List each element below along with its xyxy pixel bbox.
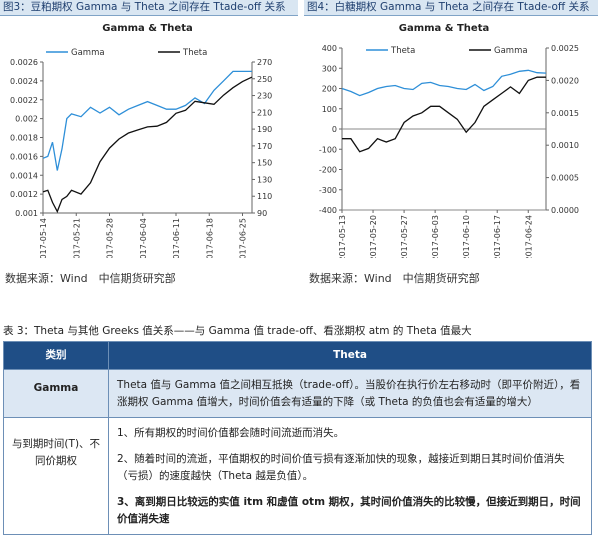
table-3-caption: 表 3：Theta 与其他 Greeks 值关系——与 Gamma 值 trad… bbox=[3, 325, 472, 337]
x-tick-label: 2017-05-21 bbox=[72, 218, 81, 258]
legend-label-theta: Theta bbox=[390, 46, 415, 56]
figure-3-panel: 图3：豆粕期权 Gamma 与 Theta 之间存在 Ttade-off 关系 … bbox=[0, 0, 298, 285]
table-cell-description: 1、所有期权的时间价值都会随时间流逝而消失。 2、随着时间的流逝，平值期权的时间… bbox=[108, 417, 592, 535]
table-header-category: 类别 bbox=[3, 341, 109, 370]
left-tick-label: 200 bbox=[322, 85, 337, 94]
description-paragraph: 3、离到期日比较远的实值 itm 和虚值 otm 期权，其时间价值消失的比较慢，… bbox=[117, 496, 581, 525]
figure-4-source: 数据来源：Wind 中信期货研究部 bbox=[309, 272, 480, 285]
legend-label-gamma: Gamma bbox=[71, 48, 105, 58]
left-tick-label: -100 bbox=[319, 145, 337, 154]
series-line-gamma bbox=[42, 70, 252, 171]
x-tick-label: 2017-05-20 bbox=[369, 215, 378, 258]
chart-soybean-meal-options: Gamma & Theta 0.001 0.0012 0.0014 0.0016 0.00… bbox=[10, 23, 272, 258]
left-tick-label: 100 bbox=[322, 105, 337, 114]
right-tick-label: 230 bbox=[257, 92, 272, 101]
x-tick-label: 2017-06-03 bbox=[431, 215, 440, 258]
chart-sugar-options: Gamma & Theta -400 -300 -200 -100 0 100 200 300 4… bbox=[319, 23, 579, 258]
right-tick-label: 150 bbox=[257, 159, 272, 168]
right-tick-label: 170 bbox=[257, 142, 272, 151]
x-tick-label: 2017-05-27 bbox=[400, 215, 409, 258]
series-line-theta bbox=[42, 76, 253, 214]
x-tick-label: 2017-06-11 bbox=[172, 218, 181, 258]
x-tick-label: 2017-05-14 bbox=[39, 218, 48, 258]
left-tick-label: 400 bbox=[322, 44, 337, 53]
x-tick-label: 2017-06-17 bbox=[493, 215, 502, 258]
right-tick-label: 250 bbox=[257, 75, 272, 84]
figure-3-source: 数据来源：Wind 中信期货研究部 bbox=[5, 272, 176, 285]
x-tick-label: 2017-06-10 bbox=[462, 215, 471, 258]
table-cell-category: Gamma bbox=[3, 369, 109, 418]
left-tick-label: 0.0026 bbox=[10, 58, 38, 67]
left-tick-label: 0.0012 bbox=[10, 190, 38, 199]
x-tick-label: 2017-06-04 bbox=[139, 218, 148, 258]
series-line-gamma bbox=[342, 76, 546, 153]
x-tick-label: 2017-06-24 bbox=[524, 215, 533, 258]
series-line-theta bbox=[341, 69, 547, 97]
left-tick-label: 0.0014 bbox=[10, 171, 38, 180]
left-tick-label: -200 bbox=[319, 166, 337, 175]
right-tick-label: 0.0020 bbox=[551, 76, 579, 85]
figure-3-caption: 图3：豆粕期权 Gamma 与 Theta 之间存在 Ttade-off 关系 bbox=[0, 0, 298, 16]
table-row: Gamma Theta 值与 Gamma 值之间相互抵换（trade-off）。… bbox=[3, 369, 592, 418]
left-tick-label: 0 bbox=[332, 125, 337, 134]
table-cell-category: 与到期时间(T)、不同价期权 bbox=[3, 417, 109, 535]
legend-label-gamma: Gamma bbox=[494, 46, 528, 56]
figure-4-caption: 图4：白糖期权 Gamma 与 Theta 之间存在 Ttade-off 关系 bbox=[304, 0, 598, 16]
left-tick-label: 0.0018 bbox=[10, 134, 38, 143]
x-tick-label: 2017-05-13 bbox=[338, 215, 347, 258]
right-tick-label: 190 bbox=[257, 125, 272, 134]
table-header-theta: Theta bbox=[108, 341, 592, 370]
x-tick-label: 2017-06-18 bbox=[205, 218, 214, 258]
x-tick-label: 2017-05-28 bbox=[106, 218, 115, 258]
table-cell-description: Theta 值与 Gamma 值之间相互抵换（trade-off）。当股价在执行… bbox=[108, 369, 592, 418]
left-tick-label: -400 bbox=[319, 206, 337, 215]
left-tick-label: 0.002 bbox=[15, 115, 38, 124]
legend-label-theta: Theta bbox=[182, 48, 207, 58]
description-paragraph: Theta 值与 Gamma 值之间相互抵换（trade-off）。当股价在执行… bbox=[117, 379, 581, 408]
left-tick-label: 0.0022 bbox=[10, 96, 38, 105]
left-tick-label: 0.001 bbox=[15, 209, 38, 218]
right-tick-label: 0.0010 bbox=[551, 141, 579, 150]
left-tick-label: 0.0016 bbox=[10, 152, 38, 161]
right-tick-label: 0.0000 bbox=[551, 206, 579, 215]
right-tick-label: 110 bbox=[257, 192, 272, 201]
right-tick-label: 90 bbox=[257, 209, 267, 218]
left-tick-label: 0.0024 bbox=[10, 77, 38, 86]
chart-title: Gamma & Theta bbox=[102, 23, 192, 34]
left-tick-label: -300 bbox=[319, 186, 337, 195]
greeks-table: 类别 Theta Gamma Theta 值与 Gamma 值之间相互抵换（tr… bbox=[3, 341, 592, 535]
chart-title: Gamma & Theta bbox=[399, 23, 489, 34]
table-row: 与到期时间(T)、不同价期权 1、所有期权的时间价值都会随时间流逝而消失。 2、… bbox=[3, 417, 592, 535]
description-paragraph: 2、随着时间的流逝，平值期权的时间价值亏损有逐渐加快的现象，越接近到期日其时间价… bbox=[117, 453, 565, 482]
left-tick-label: 300 bbox=[322, 64, 337, 73]
right-tick-label: 0.0025 bbox=[551, 44, 579, 53]
right-tick-label: 0.0015 bbox=[551, 109, 579, 118]
description-paragraph: 1、所有期权的时间价值都会随时间流逝而消失。 bbox=[117, 427, 345, 439]
right-tick-label: 130 bbox=[257, 175, 272, 184]
right-tick-label: 0.0005 bbox=[551, 174, 579, 183]
figure-4-panel: 图4：白糖期权 Gamma 与 Theta 之间存在 Ttade-off 关系 … bbox=[304, 0, 598, 285]
right-tick-label: 210 bbox=[257, 108, 272, 117]
x-tick-label: 2017-06-25 bbox=[239, 218, 248, 258]
right-tick-label: 270 bbox=[257, 58, 272, 67]
